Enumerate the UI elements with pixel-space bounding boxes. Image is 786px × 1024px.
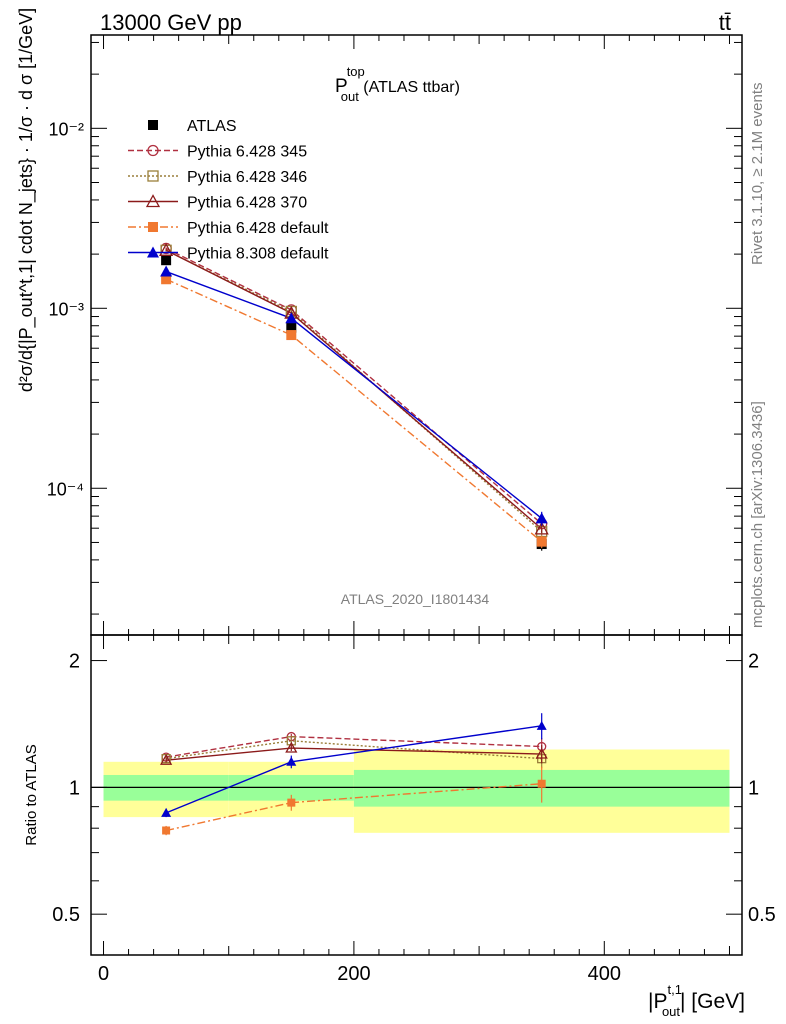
y-ratio-tick-label-r-1: 1 [748, 777, 759, 799]
y-ratio-tick-label-l-2: 2 [69, 651, 80, 673]
y-ratio-tick-label-l-1: 1 [69, 777, 80, 799]
legend: ATLAS Pythia 6.428 345 Pythia 6.428 346 Pyt… [128, 118, 329, 263]
point-ratio-p370-1 [285, 741, 298, 753]
y-main-tick-label-2: 10⁻⁴ [47, 479, 84, 499]
legend-label-data: ATLAS [187, 118, 237, 135]
plot-title-sup: top [347, 64, 365, 79]
x-axis-label-main: |P [648, 990, 667, 1013]
point-ratio-p8def-2 [536, 720, 547, 730]
y-axis-label-ratio: Ratio to ATLAS [23, 744, 40, 845]
x-axis-label-suffix: | [GeV] [680, 990, 745, 1013]
ratio-bands [91, 749, 742, 833]
y-ratio-tick-label-l-0.5: 0.5 [52, 904, 80, 926]
header-left: 13000 GeV pp [100, 10, 242, 35]
point-ratio-p6def-2 [537, 779, 546, 788]
analysis-watermark: ATLAS_2020_I1801434 [341, 591, 490, 607]
point-main-p8def-2 [535, 512, 548, 524]
point-main-data-0 [161, 255, 172, 266]
plot-title: Ptop out (ATLAS ttbar) [335, 64, 460, 104]
legend-marker-p8def [147, 246, 159, 258]
line-main-p6def [165, 278, 543, 543]
plot-title-main: P [335, 76, 348, 97]
point-ratio-p8def-0 [161, 807, 172, 817]
x-axis-label-sub: out [662, 1004, 680, 1019]
plot-title-suffix: (ATLAS ttbar) [359, 79, 460, 96]
y-ratio-tick-label-r-2: 2 [748, 651, 759, 673]
legend-label-p8def: Pythia 8.308 default [187, 246, 329, 263]
point-main-data-1 [286, 322, 297, 333]
legend-marker-data [148, 120, 158, 130]
ratio-frame [90, 634, 743, 956]
legend-marker-p6def [148, 222, 158, 232]
axis-ticks [91, 35, 742, 955]
legend-marker-p345 [147, 144, 159, 157]
legend-marker-p346 [147, 170, 159, 182]
x-tick-label-200: 200 [337, 963, 370, 985]
point-main-p6def-0 [161, 274, 172, 285]
plot-title-sub: out [341, 89, 359, 104]
y-main-tick-label-0: 10⁻² [48, 119, 84, 139]
series-markers [159, 242, 549, 836]
legend-marker-p370 [145, 194, 161, 208]
y-main-tick-label-1: 10⁻³ [48, 299, 84, 319]
legend-label-p370: Pythia 6.428 370 [187, 195, 307, 212]
point-ratio-p6def-1 [287, 798, 296, 807]
y-axis-label-main: d²σ/d{|P_out^t,1| cdot N_jets} · 1/σ · d… [16, 8, 37, 392]
point-ratio-p346-1 [286, 736, 296, 746]
line-main-p346 [165, 249, 543, 533]
point-main-p370-0 [159, 242, 174, 256]
x-axis-label: |Pt,1 out| [GeV] [648, 982, 745, 1019]
point-main-p6def-2 [536, 536, 547, 547]
header-right: tt̄ [719, 10, 731, 35]
y-ratio-tick-label-r-0.5: 0.5 [748, 904, 776, 926]
rivet-label: Rivet 3.1.10, ≥ 2.1M events [749, 83, 766, 266]
x-tick-label-0: 0 [98, 963, 109, 985]
x-tick-label-400: 400 [588, 963, 621, 985]
axis-tick-labels: 0 200 400 10⁻² 10⁻³ 10⁻⁴ 0.5 0.5 1 1 2 2 [47, 119, 776, 985]
series-lines [165, 247, 543, 832]
point-main-p8def-1 [285, 312, 298, 324]
x-axis-label-sup: t,1 [667, 982, 681, 997]
legend-label-p345: Pythia 6.428 345 [187, 144, 307, 161]
point-main-p6def-1 [286, 330, 297, 341]
point-ratio-p370-2 [535, 747, 548, 759]
point-ratio-p8def-1 [286, 756, 297, 766]
legend-label-p346: Pythia 6.428 346 [187, 169, 307, 186]
point-ratio-p6def-0 [162, 826, 171, 835]
point-main-p370-2 [534, 521, 549, 535]
point-main-p8def-0 [160, 265, 173, 277]
point-ratio-p370-0 [160, 753, 173, 765]
legend-label-p6def: Pythia 6.428 default [187, 220, 329, 237]
mcplots-label: mcplots.cern.ch [arXiv:1306.3436] [749, 401, 766, 628]
